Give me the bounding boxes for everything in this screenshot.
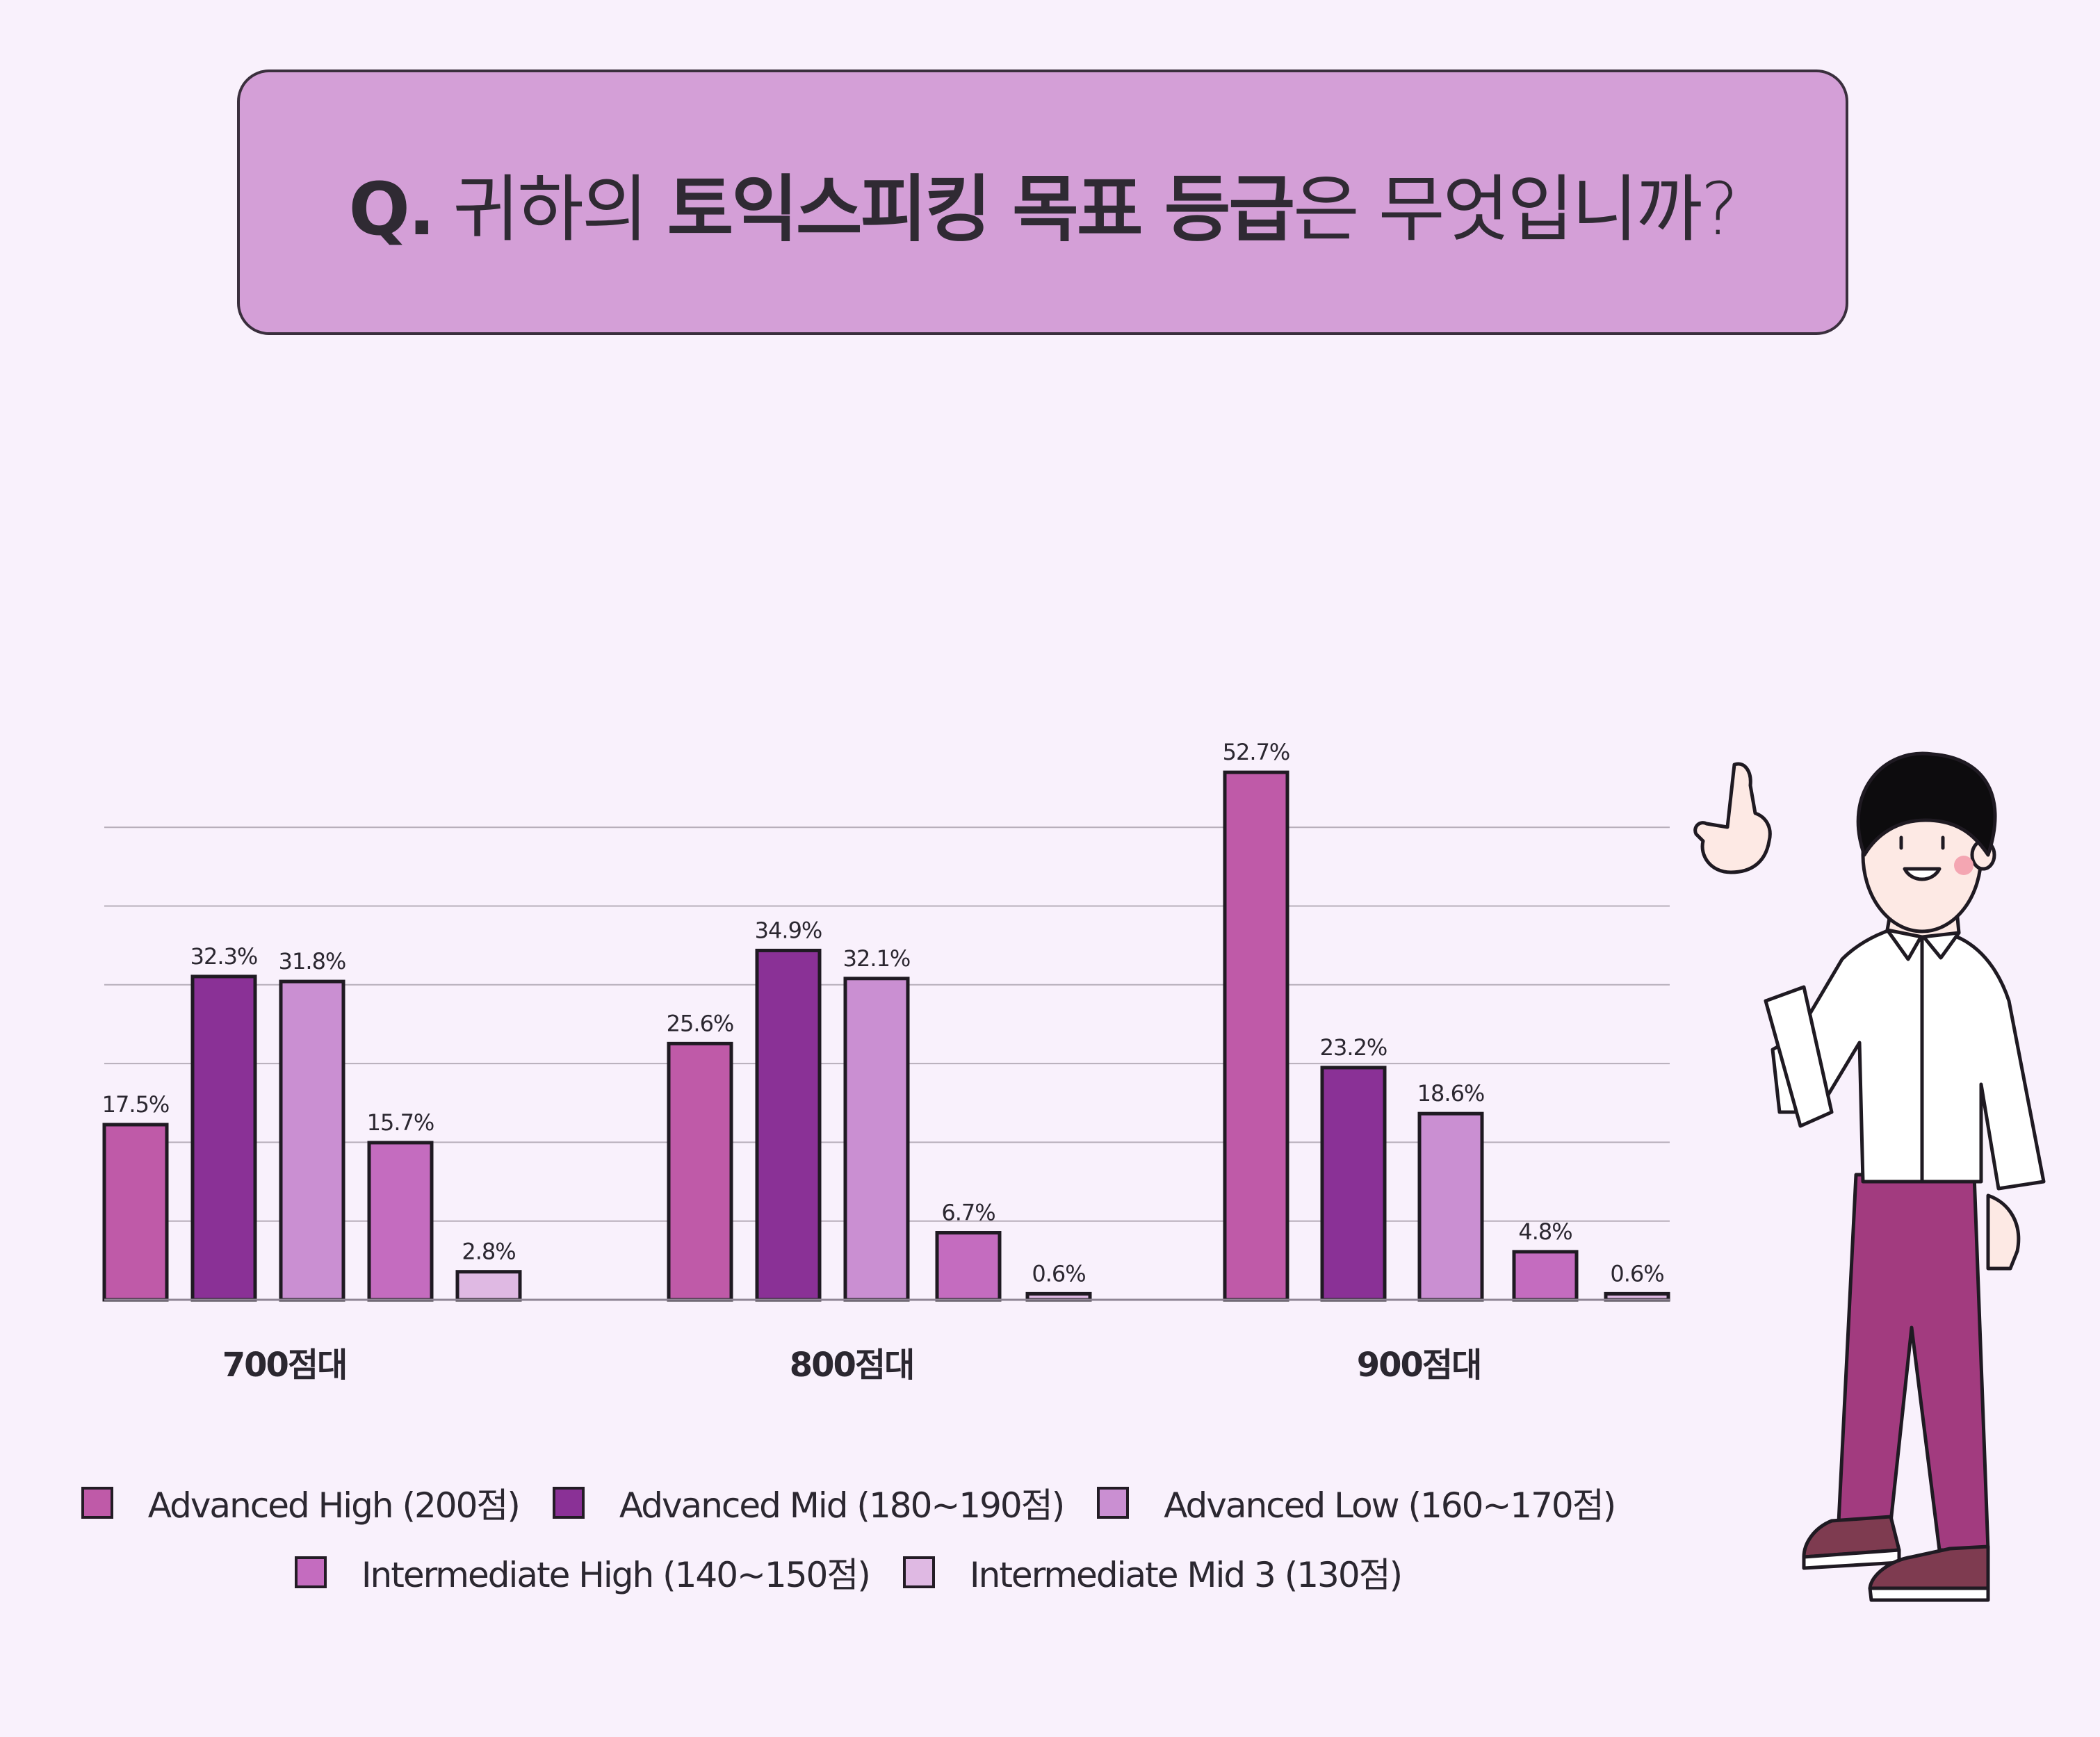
data-label: 31.8%: [279, 948, 346, 974]
category-label: 900점대: [1357, 1346, 1481, 1385]
data-label: 32.3%: [190, 943, 258, 970]
legend-swatch: [552, 1487, 585, 1519]
bar: [455, 1270, 522, 1302]
bar: [1417, 1111, 1484, 1302]
bar: [843, 977, 910, 1302]
data-label: 32.1%: [843, 945, 911, 972]
title-part-1: 귀하의: [453, 166, 667, 252]
pointing-man-illustration: [1693, 751, 2046, 1602]
page-title: Q. 귀하의 토익스피킹 목표 등급은 무엇입니까?: [348, 150, 1739, 255]
bar: [1223, 770, 1289, 1302]
title-part-3: 은 무엇입니까?: [1293, 166, 1739, 252]
data-label: 34.9%: [755, 917, 822, 943]
legend-swatch: [294, 1556, 327, 1588]
data-label: 2.8%: [462, 1239, 515, 1265]
legend-row-2: Intermediate High (140~150점) Intermediat…: [0, 1547, 1696, 1597]
data-label: 25.6%: [667, 1010, 734, 1036]
bar: [1320, 1066, 1387, 1302]
legend-swatch: [902, 1556, 935, 1588]
bar-chart: 17.5% 32.3% 31.8% 15.7% 2.8% 700점대 25.6% 34.9% 3…: [102, 739, 1670, 1385]
category-label: 800점대: [790, 1346, 914, 1385]
title-box: Q. 귀하의 토익스피킹 목표 등급은 무엇입니까?: [237, 70, 1848, 335]
bar: [755, 948, 822, 1302]
data-label: 15.7%: [367, 1109, 434, 1136]
legend-item-advanced-mid: Advanced Mid (180~190점): [552, 1478, 1065, 1528]
legend-item-intermediate-high: Intermediate High (140~150점): [294, 1547, 871, 1597]
bar: [367, 1141, 434, 1302]
legend-label: Intermediate High (140~150점): [361, 1555, 871, 1595]
data-label: 0.6%: [1032, 1260, 1085, 1287]
legend-item-intermediate-mid-3: Intermediate Mid 3 (130점): [902, 1547, 1403, 1597]
data-label: 4.8%: [1518, 1218, 1572, 1245]
bar: [190, 974, 257, 1302]
data-label: 18.6%: [1417, 1080, 1485, 1107]
bar: [667, 1041, 733, 1302]
legend-label: Intermediate Mid 3 (130점): [969, 1555, 1403, 1595]
data-label: 0.6%: [1610, 1260, 1663, 1287]
bar: [102, 1123, 169, 1302]
legend-item-advanced-low: Advanced Low (160~170점): [1097, 1478, 1616, 1528]
legend-label: Advanced Mid (180~190점): [619, 1485, 1065, 1526]
legend-swatch: [81, 1487, 113, 1519]
bar: [1512, 1250, 1579, 1302]
legend-label: Advanced High (200점): [147, 1485, 521, 1526]
title-part-2: 토익스피킹 목표 등급: [667, 166, 1296, 252]
legend-swatch: [1097, 1487, 1130, 1519]
legend-label: Advanced Low (160~170점): [1164, 1485, 1616, 1526]
bar: [279, 979, 345, 1302]
title-q: Q.: [348, 166, 436, 252]
bar: [935, 1231, 1002, 1302]
data-label: 23.2%: [1320, 1034, 1387, 1061]
legend-item-advanced-high: Advanced High (200점): [81, 1478, 521, 1528]
data-label: 17.5%: [102, 1091, 170, 1118]
category-label: 700점대: [222, 1346, 347, 1385]
legend-row-1: Advanced High (200점) Advanced Mid (180~1…: [0, 1478, 1696, 1528]
data-label: 52.7%: [1223, 739, 1290, 765]
data-label: 6.7%: [941, 1200, 995, 1226]
